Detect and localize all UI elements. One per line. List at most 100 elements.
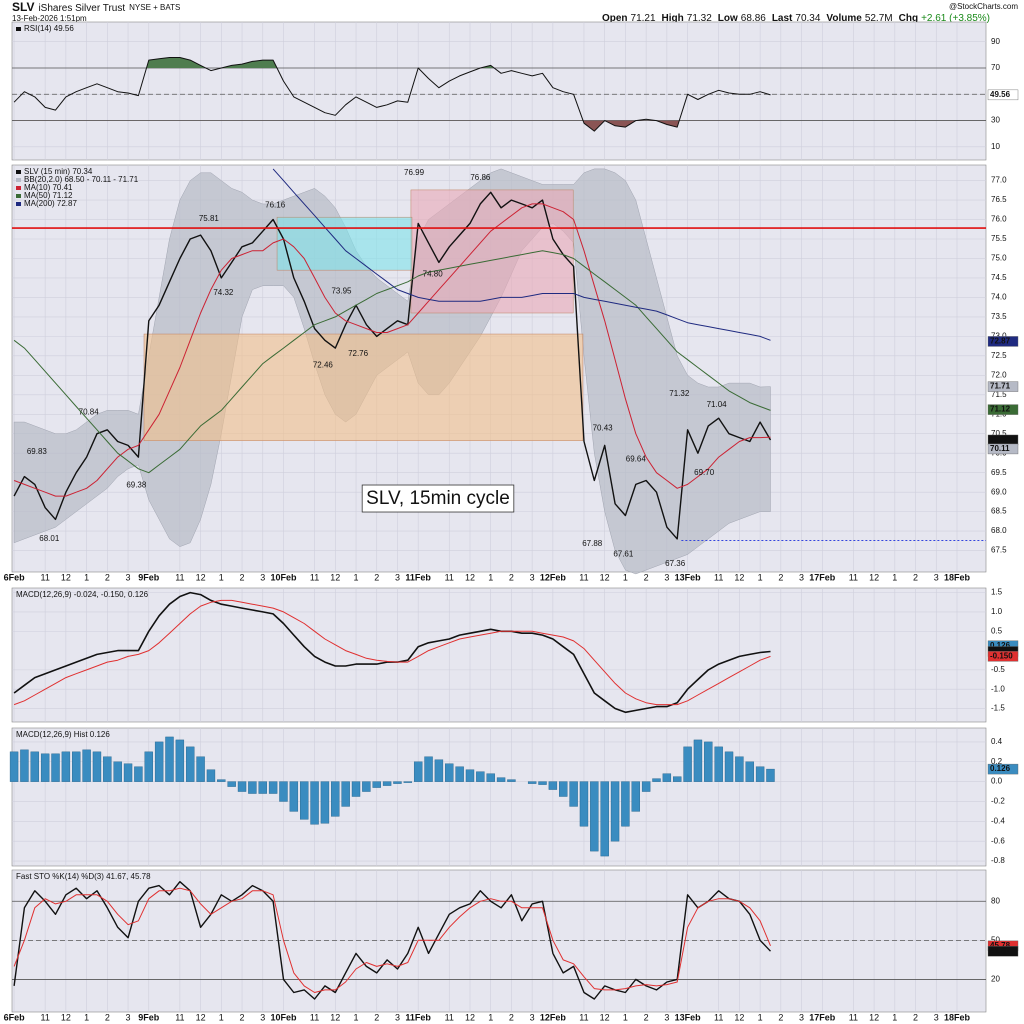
- x-tick-label: 3: [260, 572, 265, 582]
- quote-label: High: [662, 13, 684, 24]
- histogram-bar: [538, 781, 547, 785]
- panel-background: [11, 21, 987, 161]
- source: @StockCharts.com: [949, 2, 1018, 11]
- histogram-bar: [362, 781, 371, 792]
- x-tick-label: 1: [219, 1012, 224, 1022]
- y-tick-label: -0.8: [991, 856, 1005, 865]
- histogram-bar: [683, 746, 692, 782]
- header-title: SLV iShares Silver Trust NYSE + BATS: [12, 0, 180, 14]
- x-tick-label: 1: [623, 572, 628, 582]
- x-tick-label: 12Feb: [540, 1012, 567, 1022]
- legend-swatch: [16, 178, 21, 182]
- x-tick-label: 11Feb: [405, 572, 431, 582]
- y-tick-label: 72.0: [991, 370, 1007, 379]
- histogram-bar: [248, 781, 257, 794]
- y-tick-label: -0.4: [991, 816, 1005, 825]
- histogram-bar: [403, 781, 413, 783]
- x-tick-label: 17Feb: [809, 1012, 836, 1022]
- x-tick-label: 11: [579, 572, 588, 582]
- legend-swatch: [16, 170, 21, 174]
- price-label: 74.80: [423, 269, 444, 278]
- histogram-bar: [445, 763, 454, 782]
- histogram-bar: [123, 763, 133, 782]
- y-tick-label: -0.2: [991, 797, 1005, 806]
- x-tick-label: 1: [758, 572, 763, 582]
- histogram-bar: [30, 751, 39, 782]
- histogram-bar: [590, 781, 599, 852]
- histogram-bar: [51, 753, 60, 782]
- threshold-fill: [14, 57, 771, 68]
- y-tick-label: 73.5: [991, 312, 1007, 321]
- x-tick-label: 2: [913, 572, 918, 582]
- quote-value: 52.7M: [865, 13, 893, 24]
- histogram-bar: [465, 769, 475, 782]
- histogram-bar: [714, 746, 723, 782]
- legend-swatch: [16, 27, 21, 31]
- histogram-bar: [455, 766, 464, 782]
- series-line: [13, 887, 771, 993]
- x-tick-label: 3: [934, 1012, 939, 1022]
- histogram-bar: [279, 781, 288, 802]
- histogram-bar: [766, 768, 775, 782]
- x-tick-label: 10Feb: [270, 572, 297, 582]
- histogram-bar: [745, 761, 754, 782]
- x-tick-label: 2: [105, 1012, 110, 1022]
- y-tick-label: 70.5: [991, 429, 1007, 438]
- x-tick-label: 11: [175, 572, 184, 582]
- histogram-bar: [724, 751, 734, 782]
- zone: [143, 333, 584, 441]
- value-tag-label: 49.56: [990, 90, 1011, 99]
- histogram-bar: [341, 781, 350, 807]
- quote-value: 71.32: [687, 13, 712, 24]
- x-tick-label: 2: [644, 572, 649, 582]
- histogram-bar: [496, 777, 506, 782]
- x-tick-label: 10Feb: [270, 1012, 297, 1022]
- zone: [276, 216, 413, 271]
- x-tick-label: 2: [374, 1012, 379, 1022]
- symbol: SLV: [12, 0, 34, 14]
- value-tag-label: 72.87: [990, 337, 1011, 346]
- x-tick-label: 12: [196, 1012, 206, 1022]
- y-tick-label: 68.0: [991, 526, 1007, 535]
- x-tick-label: 11: [175, 1012, 184, 1022]
- x-tick-label: 11: [40, 572, 49, 582]
- x-tick-label: 12: [61, 572, 71, 582]
- note-box: SLV, 15min cycle: [361, 484, 515, 513]
- x-tick-label: 6Feb: [4, 572, 26, 582]
- x-tick-label: 3: [799, 1012, 804, 1022]
- histogram-bar: [413, 761, 423, 782]
- histogram-bar: [9, 751, 19, 782]
- histogram-bar: [527, 781, 537, 784]
- price-label: 69.70: [694, 468, 715, 477]
- histogram-bar: [165, 736, 174, 782]
- price-label: 76.16: [265, 200, 286, 209]
- panel-background: [11, 869, 987, 1013]
- price-label: 70.43: [593, 424, 614, 433]
- quote-value: 68.86: [741, 13, 766, 24]
- histogram-bar: [755, 766, 765, 782]
- x-tick-label: 1: [84, 572, 89, 582]
- bollinger-band: [13, 168, 771, 575]
- y-tick-label: 74.0: [991, 293, 1007, 302]
- x-tick-label: 1: [892, 1012, 897, 1022]
- value-tag-label: 45.78: [990, 941, 1011, 950]
- x-tick-label: 11: [579, 1012, 588, 1022]
- histogram-bar: [310, 781, 319, 825]
- y-tick-label: 50: [991, 935, 1000, 944]
- value-tag: [987, 89, 1019, 101]
- histogram-bar: [82, 749, 91, 782]
- y-tick-label: 74.5: [991, 273, 1007, 282]
- x-tick-label: 3: [395, 572, 400, 582]
- histogram-bar: [61, 751, 71, 782]
- y-tick-label: 90: [991, 37, 1000, 46]
- value-tag-label: 41.67: [990, 946, 1011, 955]
- x-tick-label: 13Feb: [675, 1012, 702, 1022]
- x-tick-label: 1: [488, 1012, 493, 1022]
- x-tick-label: 2: [509, 572, 514, 582]
- x-tick-label: 12: [600, 1012, 610, 1022]
- x-tick-label: 2: [374, 572, 379, 582]
- y-tick-label: 0.5: [991, 626, 1003, 635]
- x-tick-label: 2: [778, 1012, 783, 1022]
- x-tick-label: 3: [664, 572, 669, 582]
- histogram-bar: [372, 781, 381, 788]
